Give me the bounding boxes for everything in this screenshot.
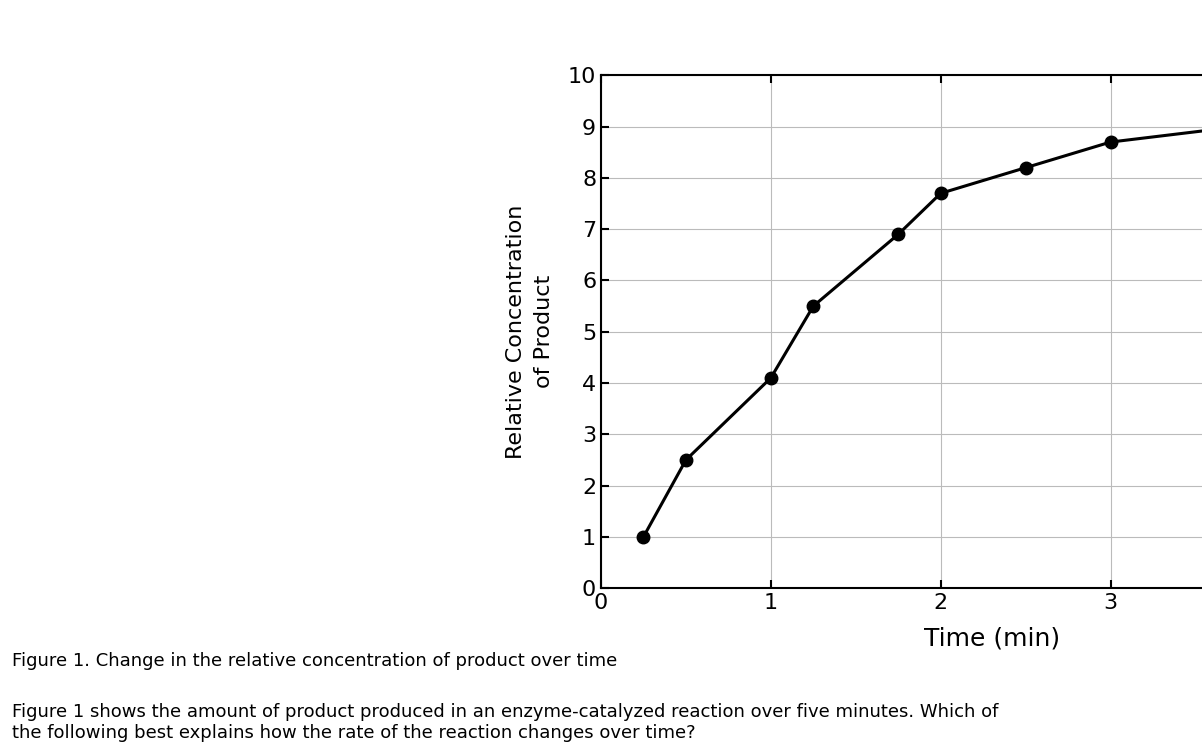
Y-axis label: Relative Concentration
of Product: Relative Concentration of Product [506,204,554,459]
X-axis label: Time (min): Time (min) [923,627,1060,651]
Text: Figure 1 shows the amount of product produced in an enzyme-catalyzed reaction ov: Figure 1 shows the amount of product pro… [12,703,999,741]
Text: Figure 1. Change in the relative concentration of product over time: Figure 1. Change in the relative concent… [12,652,618,670]
